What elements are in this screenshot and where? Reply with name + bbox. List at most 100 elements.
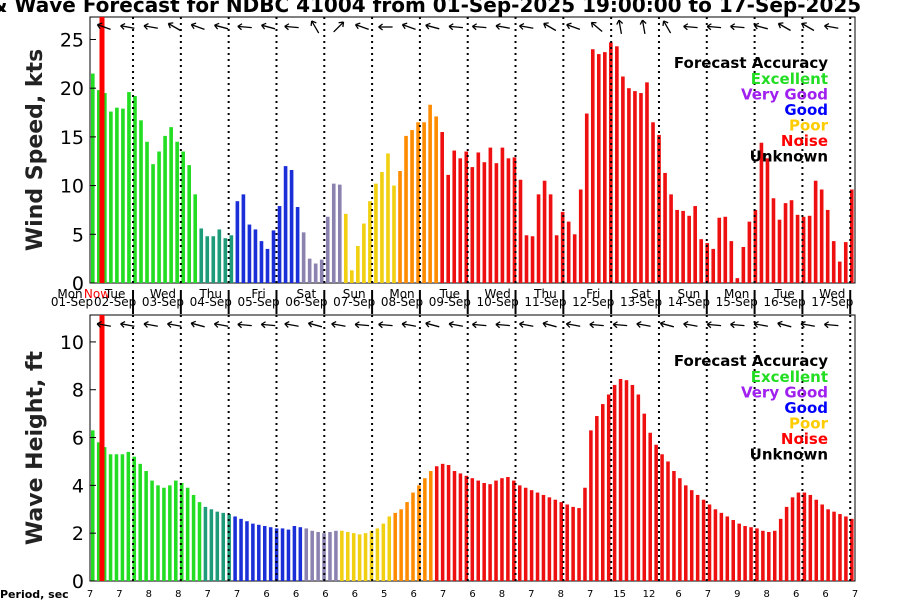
wind-bar <box>313 263 318 283</box>
wind-ytick-label: 20 <box>60 78 84 100</box>
wave-direction-arrow <box>730 321 745 329</box>
wave-bar <box>351 533 356 581</box>
wave-direction-arrow <box>190 320 205 328</box>
wave-bar <box>713 509 718 581</box>
day-date-label: 07-Sep <box>333 295 375 309</box>
wave-bar <box>547 497 552 581</box>
wave-bar <box>500 478 504 581</box>
wave-bar <box>132 456 137 581</box>
wind-direction-arrow <box>333 21 345 33</box>
wave-bar <box>523 487 528 581</box>
wave-bar <box>126 451 131 581</box>
wave-bar <box>654 444 658 581</box>
wind-bar <box>849 189 854 283</box>
day-date-label: 16-Sep <box>763 295 805 309</box>
wave-bar <box>470 478 475 581</box>
wind-bar <box>590 49 595 283</box>
wind-bar <box>91 73 95 283</box>
day-axis: NowMon01-SepTue02-SepWed03-SepThu04-SepF… <box>51 287 853 314</box>
wind-bar <box>542 180 547 283</box>
wave-bar <box>268 527 273 581</box>
wave-bar <box>429 471 433 581</box>
wind-bar <box>319 259 324 283</box>
wave-bar <box>755 528 759 581</box>
wave-bar <box>417 485 421 581</box>
wave-bar <box>203 506 208 581</box>
wind-bar <box>199 228 204 283</box>
period-value: 8 <box>558 589 564 600</box>
legend-item: Very Good <box>741 86 828 104</box>
wave-ytick-label: 0 <box>72 571 84 593</box>
wave-bar <box>541 494 546 581</box>
wave-direction-arrow <box>542 320 557 328</box>
wave-bar <box>292 526 297 581</box>
wave-bar <box>601 404 605 581</box>
wave-bar <box>346 531 350 581</box>
wave-bar <box>802 492 807 581</box>
wind-direction-arrow <box>190 22 205 31</box>
period-value: 6 <box>469 589 475 600</box>
wave-bar <box>820 504 824 581</box>
wind-bar <box>139 120 143 283</box>
legend-item: Good <box>784 101 828 119</box>
wave-bar <box>494 480 498 581</box>
wave-bar <box>506 477 510 581</box>
wave-bar <box>322 533 326 581</box>
wind-bar <box>639 93 643 283</box>
wind-bar <box>265 248 270 283</box>
wave-direction-arrow <box>519 320 534 328</box>
day-date-label: 05-Sep <box>237 295 279 309</box>
wind-bar <box>723 216 728 283</box>
wind-bar <box>343 213 348 283</box>
wind-direction-arrow <box>706 23 722 31</box>
wave-bar <box>209 509 214 581</box>
wave-direction-arrow <box>378 321 393 329</box>
wave-bar <box>778 518 783 581</box>
wave-bar <box>363 533 368 581</box>
wind-bar <box>229 235 234 283</box>
legend-item: Poor <box>789 117 829 135</box>
wind-speed-chart: 0 5 10 15 20 25 Wind Speed, kts Forecast Accura… <box>23 16 856 295</box>
wind-bar <box>578 189 583 283</box>
day-name-label: Wed <box>485 287 511 301</box>
wind-direction-arrow <box>543 22 557 32</box>
wind-bar <box>572 234 577 283</box>
day-date-label: 04-Sep <box>190 295 232 309</box>
period-value: 6 <box>675 589 681 600</box>
wave-bar <box>606 394 611 581</box>
wind-bar <box>295 207 300 283</box>
wind-direction-arrow <box>801 22 815 32</box>
wind-bar <box>548 194 553 283</box>
wave-bar <box>464 475 469 581</box>
wave-bar <box>512 480 516 581</box>
wind-bar <box>566 221 571 283</box>
wind-bar <box>615 46 619 283</box>
wave-bar <box>245 521 249 581</box>
figure-title: & Wave Forecast for NDBC 41004 from 01-S… <box>0 0 861 17</box>
wave-ytick-label: 10 <box>60 332 84 354</box>
wind-bar <box>645 82 649 283</box>
wave-direction-arrow <box>284 320 299 328</box>
wind-bar <box>681 210 685 283</box>
wind-direction-arrow <box>590 21 603 32</box>
wind-direction-arrow <box>378 23 393 31</box>
wave-direction-arrow <box>823 321 839 329</box>
wave-bar <box>156 485 160 581</box>
wind-bar <box>843 242 848 283</box>
wind-bar <box>127 92 131 283</box>
wind-direction-arrow <box>401 22 416 31</box>
wind-ytick-label: 15 <box>60 127 84 149</box>
wave-direction-arrow <box>96 320 112 328</box>
wind-bar <box>392 185 396 283</box>
wave-bar <box>784 506 789 581</box>
wave-bar <box>381 523 386 581</box>
wind-bar <box>789 200 794 283</box>
wind-ytick-label: 10 <box>60 176 84 198</box>
wave-direction-arrow <box>260 321 276 329</box>
wave-ytick-label: 4 <box>72 475 84 497</box>
wind-bar <box>151 164 155 283</box>
wind-bar <box>536 194 541 283</box>
wind-bar <box>223 238 228 283</box>
wind-ylabel: Wind Speed, kts <box>23 49 48 251</box>
wave-bar <box>850 518 854 581</box>
